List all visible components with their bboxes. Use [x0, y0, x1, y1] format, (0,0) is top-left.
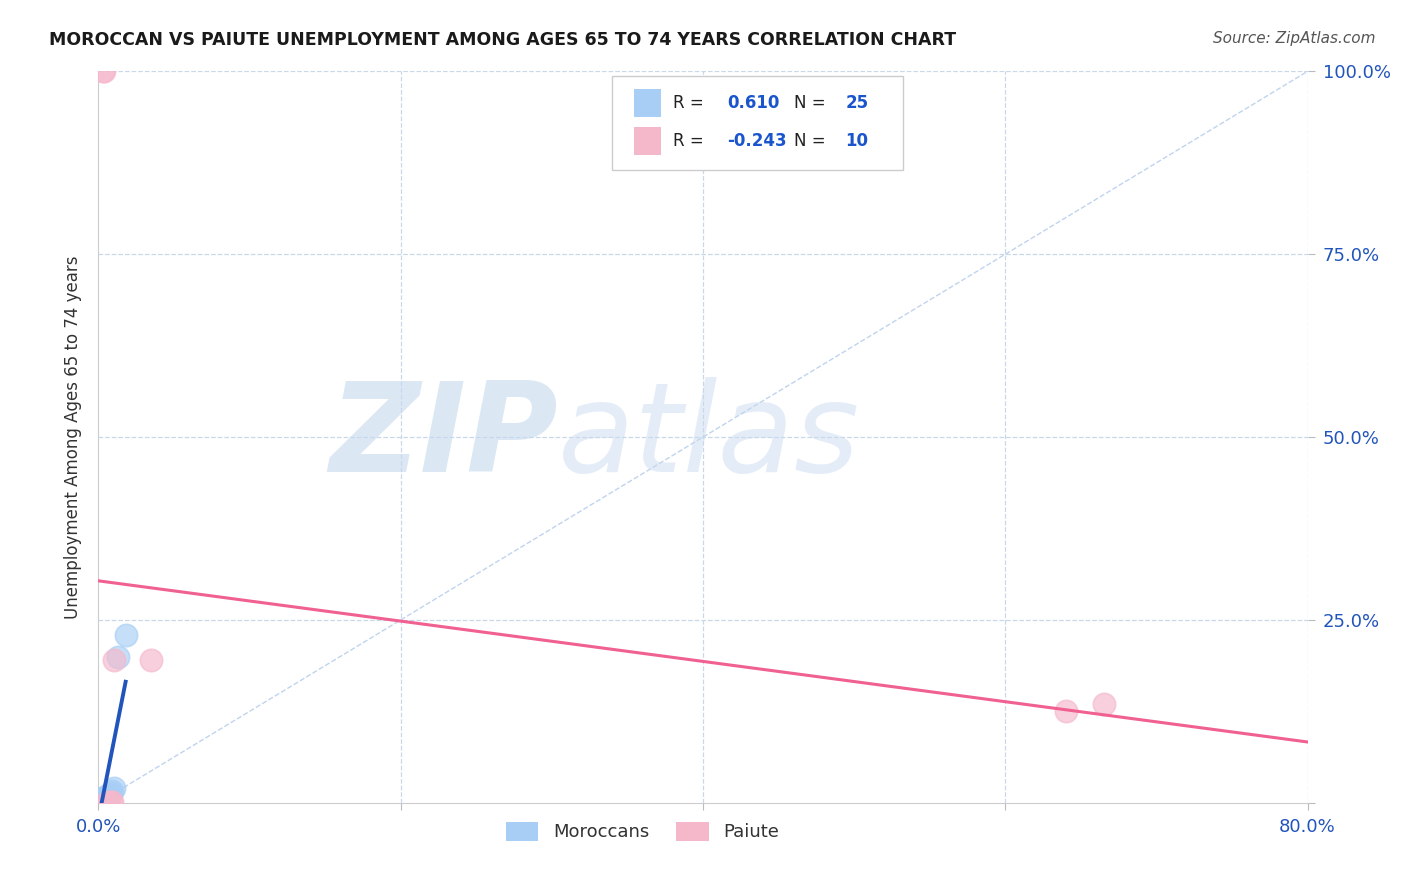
Text: -0.243: -0.243: [727, 132, 787, 150]
Point: [90, 792, 112, 806]
Point: [96, 789, 118, 804]
Point: [100, 786, 122, 800]
Point: [1054, 705, 1077, 719]
Point: [87, 796, 110, 810]
Point: [114, 627, 136, 641]
Text: N =: N =: [794, 132, 831, 150]
Point: [98, 789, 121, 803]
Point: [101, 784, 124, 798]
Point: [1092, 697, 1115, 711]
Point: [94, 791, 117, 805]
Point: [103, 653, 125, 667]
FancyBboxPatch shape: [613, 77, 903, 170]
Point: [98, 795, 121, 809]
Point: [93, 64, 115, 78]
FancyBboxPatch shape: [634, 89, 661, 117]
Point: [107, 649, 129, 664]
Point: [87, 796, 110, 810]
Legend: Moroccans, Paiute: Moroccans, Paiute: [499, 814, 786, 848]
Text: R =: R =: [673, 94, 709, 112]
Text: 0.610: 0.610: [727, 94, 779, 112]
Point: [93, 792, 115, 806]
Point: [94, 789, 117, 804]
FancyBboxPatch shape: [634, 127, 661, 154]
Text: MOROCCAN VS PAIUTE UNEMPLOYMENT AMONG AGES 65 TO 74 YEARS CORRELATION CHART: MOROCCAN VS PAIUTE UNEMPLOYMENT AMONG AG…: [49, 31, 956, 49]
Y-axis label: Unemployment Among Ages 65 to 74 years: Unemployment Among Ages 65 to 74 years: [63, 255, 82, 619]
Point: [91, 793, 114, 807]
Point: [141, 653, 163, 667]
Point: [103, 781, 125, 796]
Point: [91, 791, 114, 805]
Point: [91, 794, 114, 808]
Text: Source: ZipAtlas.com: Source: ZipAtlas.com: [1212, 31, 1375, 46]
Text: ZIP: ZIP: [329, 376, 558, 498]
Point: [89, 794, 111, 808]
Point: [87, 794, 110, 808]
Text: 10: 10: [845, 132, 869, 150]
Point: [89, 795, 111, 809]
Text: atlas: atlas: [558, 376, 860, 498]
Point: [87, 794, 110, 808]
Point: [91, 64, 114, 78]
Point: [87, 795, 110, 809]
Point: [94, 796, 117, 810]
Text: R =: R =: [673, 132, 709, 150]
Point: [101, 795, 124, 809]
Text: N =: N =: [794, 94, 831, 112]
Point: [90, 794, 112, 808]
Text: 25: 25: [845, 94, 869, 112]
Point: [100, 795, 122, 809]
Point: [90, 794, 112, 808]
Point: [93, 790, 115, 805]
Point: [89, 794, 111, 808]
